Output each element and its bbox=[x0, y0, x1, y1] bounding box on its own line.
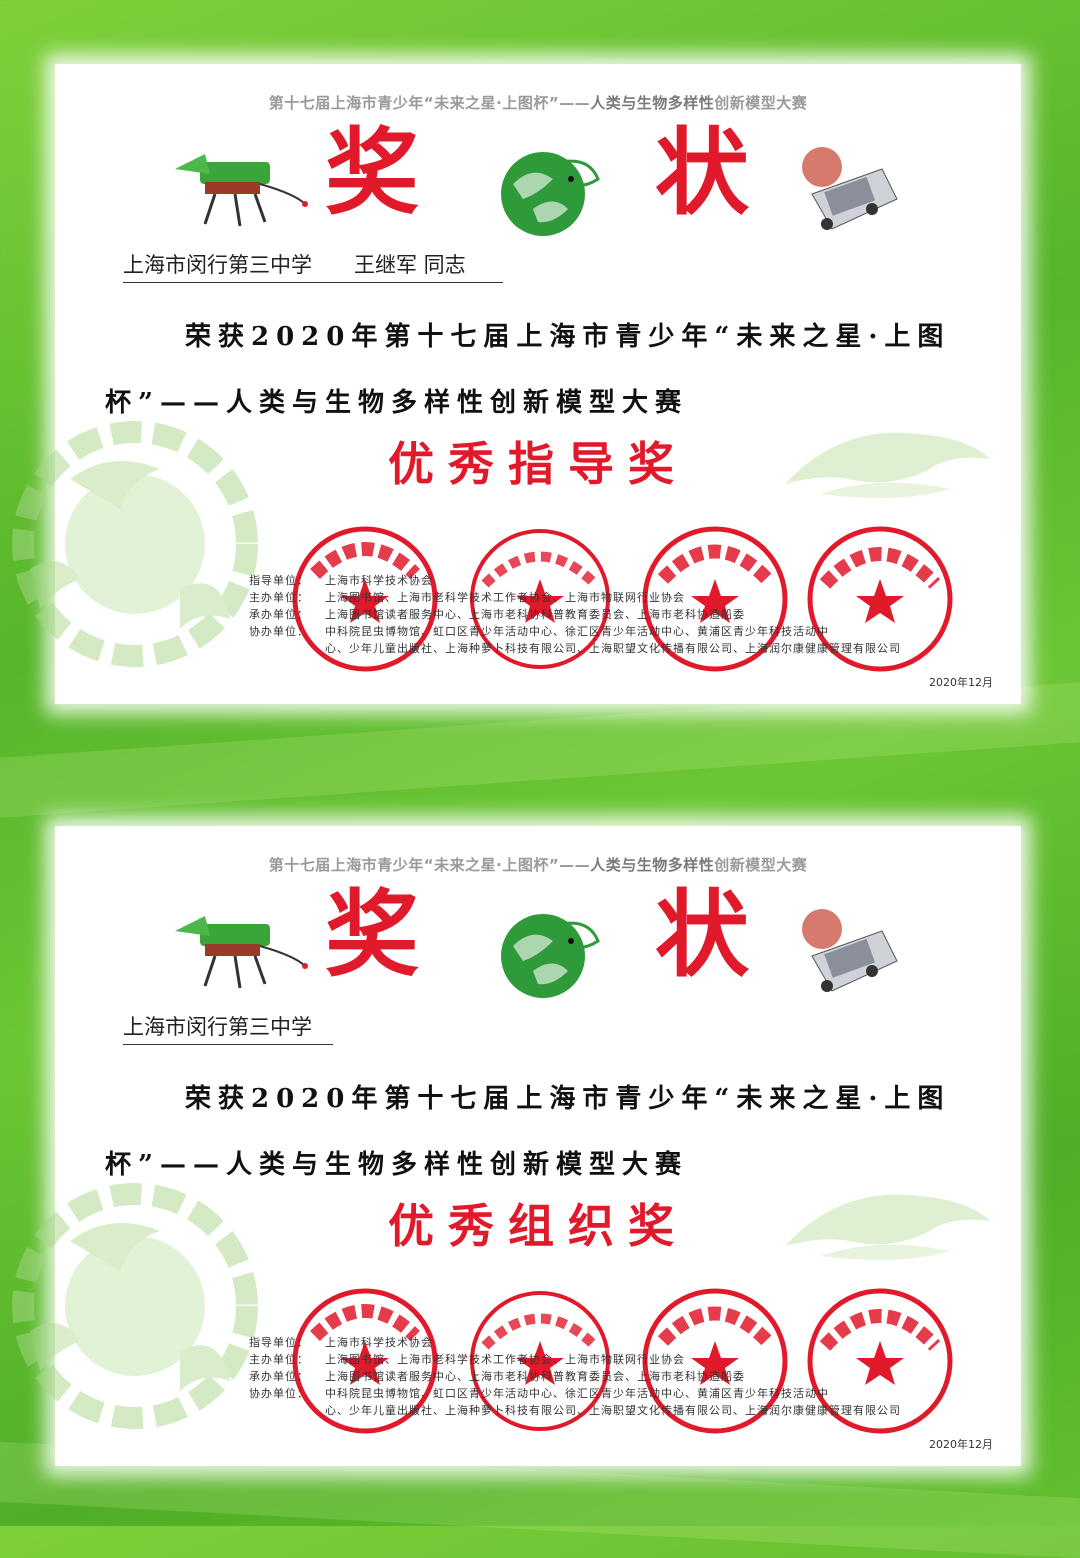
header-suffix: 创新模型大赛 bbox=[714, 856, 808, 874]
body-text-line-1: 荣获2020年第十七届上海市青少年“未来之星·上图 bbox=[185, 322, 951, 352]
org-label: 主办单位： bbox=[249, 1353, 309, 1366]
biodiversity-decoration bbox=[12, 1183, 258, 1429]
wheeled-robot-image bbox=[802, 147, 898, 230]
seal-stamp-4 bbox=[807, 1288, 953, 1434]
body-text-line-2: 杯”——人类与生物多样性创新模型大赛 bbox=[105, 1150, 688, 1180]
title-char-award: 奖 bbox=[325, 880, 420, 990]
issue-date: 2020年12月 bbox=[929, 1438, 993, 1451]
org-label: 指导单位： bbox=[249, 574, 309, 587]
org-co-1: 中科院昆虫博物馆、虹口区青少年活动中心、徐汇区青少年活动中心、黄浦区青少年科技活… bbox=[325, 625, 829, 638]
org-co-2: 心、少年儿童出版社、上海种萝卜科技有限公司、上海职望文化传播有限公司、上海润尔康… bbox=[325, 1404, 901, 1417]
seal-stamp-4 bbox=[807, 526, 953, 672]
org-label: 主办单位： bbox=[249, 591, 309, 604]
grasshopper-robot-image bbox=[175, 916, 308, 989]
issue-date: 2020年12月 bbox=[929, 676, 993, 689]
title-char-certificate: 状 bbox=[655, 880, 750, 990]
org-label: 协办单位： bbox=[249, 625, 309, 638]
header-prefix: 第十七届上海市青少年“未来之星·上图杯”—— bbox=[268, 94, 591, 112]
header-prefix: 第十七届上海市青少年“未来之星·上图杯”—— bbox=[268, 856, 591, 874]
org-label: 承办单位： bbox=[249, 608, 309, 621]
org-host: 上海图书馆、上海市老科学技术工作者协会、上海市物联网行业协会 bbox=[325, 591, 685, 604]
header-highlight: 人类与生物多样性 bbox=[590, 94, 715, 112]
seal-stamp-1 bbox=[292, 526, 438, 672]
header-highlight: 人类与生物多样性 bbox=[590, 856, 715, 874]
certificate-header: 第十七届上海市青少年“未来之星·上图杯”——人类与生物多样性创新模型大赛 bbox=[55, 854, 1021, 875]
organizers-list: 指导单位： 上海市科学技术协会 主办单位： 上海图书馆、上海市老科学技术工作者协会、… bbox=[249, 572, 999, 657]
biodiversity-decoration bbox=[12, 421, 258, 667]
award-title: 优秀组织奖 bbox=[388, 1199, 688, 1253]
seal-stamp-3 bbox=[642, 1288, 788, 1434]
body-text-line-1: 荣获2020年第十七届上海市青少年“未来之星·上图 bbox=[185, 1084, 951, 1114]
dolphin-decoration bbox=[785, 432, 990, 498]
recipient-name: 上海市闵行第三中学 王继军 同志 bbox=[123, 248, 503, 283]
certificate-organization: 第十七届上海市青少年“未来之星·上图杯”——人类与生物多样性创新模型大赛 奖 状… bbox=[12, 826, 1021, 1466]
seal-stamp-2 bbox=[470, 1291, 610, 1431]
award-title: 优秀指导奖 bbox=[388, 437, 688, 491]
competition-logo-icon bbox=[501, 914, 600, 998]
org-undertake: 上海图书馆读者服务中心、上海市老科协科普教育委员会、上海市老科协造船委 bbox=[325, 1370, 745, 1383]
org-host: 上海图书馆、上海市老科学技术工作者协会、上海市物联网行业协会 bbox=[325, 1353, 685, 1366]
seal-stamp-3 bbox=[642, 526, 788, 672]
org-label: 承办单位： bbox=[249, 1370, 309, 1383]
seal-stamp-2 bbox=[470, 529, 610, 669]
recipient-name: 上海市闵行第三中学 bbox=[123, 1010, 333, 1045]
dolphin-decoration bbox=[785, 1194, 990, 1260]
body-text-line-2: 杯”——人类与生物多样性创新模型大赛 bbox=[105, 388, 688, 418]
seal-stamp-1 bbox=[292, 1288, 438, 1434]
certificate-header: 第十七届上海市青少年“未来之星·上图杯”——人类与生物多样性创新模型大赛 bbox=[55, 92, 1021, 113]
org-label: 指导单位： bbox=[249, 1336, 309, 1349]
org-guide: 上海市科学技术协会 bbox=[325, 1336, 433, 1349]
title-char-award: 奖 bbox=[325, 118, 420, 228]
org-undertake: 上海图书馆读者服务中心、上海市老科协科普教育委员会、上海市老科协造船委 bbox=[325, 608, 745, 621]
header-suffix: 创新模型大赛 bbox=[714, 94, 808, 112]
organizers-list: 指导单位： 上海市科学技术协会 主办单位： 上海图书馆、上海市老科学技术工作者协会、… bbox=[249, 1334, 999, 1419]
title-char-certificate: 状 bbox=[655, 118, 750, 228]
certificate-instructor: 第十七届上海市青少年“未来之星·上图杯”——人类与生物多样性创新模型大赛 奖 状… bbox=[12, 64, 1021, 704]
wheeled-robot-image bbox=[802, 909, 898, 992]
grasshopper-robot-image bbox=[175, 154, 308, 227]
org-label: 协办单位： bbox=[249, 1387, 309, 1400]
org-guide: 上海市科学技术协会 bbox=[325, 574, 433, 587]
org-co-1: 中科院昆虫博物馆、虹口区青少年活动中心、徐汇区青少年活动中心、黄浦区青少年科技活… bbox=[325, 1387, 829, 1400]
org-co-2: 心、少年儿童出版社、上海种萝卜科技有限公司、上海职望文化传播有限公司、上海润尔康… bbox=[325, 642, 901, 655]
competition-logo-icon bbox=[501, 152, 600, 236]
